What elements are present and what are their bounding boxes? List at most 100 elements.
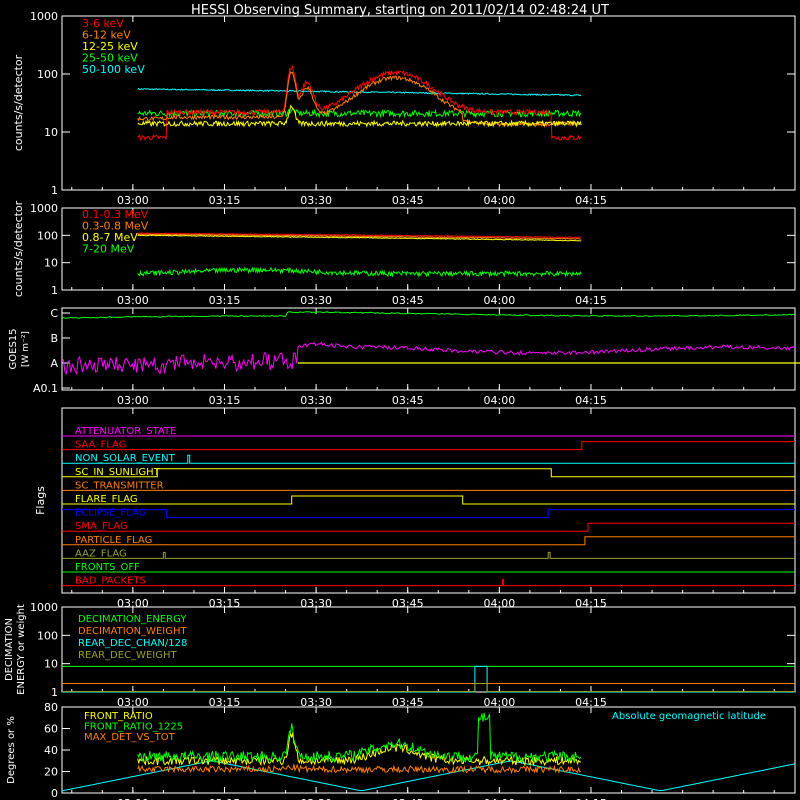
flags-label-8: PARTICLE_FLAG	[75, 535, 152, 546]
ratios-ytick-label: 60	[44, 723, 58, 736]
ratios-xtick-label: 04:00	[484, 797, 516, 800]
ratios-legend-1: FRONT_RATIO_1225	[84, 722, 183, 733]
high-energy-ylabel: counts/s/detector	[12, 200, 25, 297]
high-energy-legend-3: 7-20 MeV	[82, 243, 135, 256]
ratios-legend-2: MAX_DET_VS_TOT	[84, 732, 176, 743]
high-energy-series-3	[137, 266, 582, 279]
flags-label-10: FRONTS_OFF	[75, 562, 140, 573]
ratios-ytick-label: 80	[44, 701, 58, 714]
lightcurves-xtick-label: 03:45	[392, 194, 424, 207]
goes-xtick-label: 03:15	[209, 394, 241, 407]
high-energy-series-1	[137, 233, 582, 240]
ratios-xtick-label: 04:15	[575, 797, 607, 800]
high-energy-series-0	[137, 232, 582, 239]
high-energy-legend-0: 0.1-0.3 MeV	[82, 208, 149, 221]
high-energy-xtick-label: 04:00	[484, 294, 516, 307]
lightcurves-series-12-25	[137, 104, 582, 128]
goes-xtick-label: 04:15	[575, 394, 607, 407]
goes-series-long	[61, 311, 796, 319]
decimation-ytick-label: 1000	[30, 601, 58, 614]
goes-ylabel2: [W m⁻²]	[21, 331, 31, 367]
flags-series-11	[62, 579, 795, 587]
high-energy-ytick-label: 1	[51, 284, 58, 297]
lightcurves-legend-0: 3-6 keV	[82, 17, 124, 30]
high-energy-legend-2: 0.8-7 MeV	[82, 231, 138, 244]
goes-xtick-label: 03:30	[300, 394, 332, 407]
flags-series-6	[62, 509, 795, 519]
flags-series-9	[62, 551, 795, 559]
decimation-ylabel2: ENERGY or weight	[16, 604, 27, 695]
lightcurves-xtick-label: 03:30	[300, 194, 332, 207]
lightcurves-legend-1: 6-12 keV	[82, 29, 131, 42]
decimation-series-rear-weight	[62, 683, 795, 692]
goes-ytick-label: C	[50, 307, 58, 320]
decimation-legend-0: DECIMATION_ENERGY	[78, 614, 187, 625]
flags-label-6: ECLIPSE_FLAG	[75, 508, 146, 519]
lightcurves-ytick-label: 1000	[30, 10, 58, 23]
flags-series-7	[62, 522, 795, 532]
flags-frame	[61, 407, 796, 594]
decimation-xtick-label: 03:30	[300, 696, 332, 709]
goes-frame	[61, 307, 796, 391]
ratios-ylabel: Degrees or %	[6, 716, 17, 784]
goes-xtick-label: 04:00	[484, 394, 516, 407]
goes-ytick-label: A0.1	[33, 382, 58, 395]
goes-xtick-label: 03:45	[392, 394, 424, 407]
goes-xtick-label: 03:00	[117, 394, 149, 407]
ratios-series-latitude	[61, 760, 796, 792]
ratios-series-front-1225	[137, 712, 582, 764]
high-energy-xtick-label: 03:00	[117, 294, 149, 307]
high-energy-xtick-label: 03:30	[300, 294, 332, 307]
decimation-xtick-label: 04:15	[575, 696, 607, 709]
lightcurves-ytick-label: 1	[51, 184, 58, 197]
lightcurves-legend-4: 50-100 keV	[82, 63, 145, 76]
lightcurves-ytick-label: 10	[44, 126, 58, 139]
decimation-ytick-label: 10	[44, 658, 58, 671]
ratios-legend-0: FRONT_RATIO	[84, 711, 153, 722]
flags-label-7: SMA_FLAG	[75, 521, 128, 532]
flags-label-5: FLARE_FLAG	[75, 494, 138, 505]
lightcurves-xtick-label: 03:15	[209, 194, 241, 207]
lightcurves-ylabel: counts/s/detector	[12, 54, 25, 151]
decimation-legend-3: REAR_DEC_WEIGHT	[78, 650, 177, 661]
goes-series-short	[61, 341, 796, 376]
decimation-ytick-label: 1	[51, 686, 58, 699]
goes-ytick-label: B	[50, 332, 58, 345]
ratios-ytick-label: 40	[44, 744, 58, 757]
decimation-ylabel: DECIMATION	[4, 618, 15, 681]
decimation-legend-1: DECIMATION_WEIGHT	[78, 626, 187, 637]
lightcurves-ytick-label: 100	[37, 68, 58, 81]
ratios-xtick-label: 03:30	[300, 797, 332, 800]
flags-ylabel: Flags	[34, 486, 47, 515]
flags-series-1	[62, 441, 795, 451]
flags-label-2: NON_SOLAR_EVENT	[75, 453, 176, 464]
lightcurves-legend-3: 25-50 keV	[82, 52, 138, 65]
decimation-ytick-label: 100	[37, 629, 58, 642]
lightcurves-series-6-12	[137, 70, 582, 129]
flags-series-2	[62, 454, 795, 464]
high-energy-xtick-label: 04:15	[575, 294, 607, 307]
ratios-series-maxdet	[137, 763, 582, 775]
decimation-xtick-label: 03:00	[117, 696, 149, 709]
goes-ylabel: GOES15	[8, 328, 19, 369]
decimation-xtick-label: 03:45	[392, 696, 424, 709]
goes-ytick-label: A	[50, 357, 58, 370]
flags-series-3	[62, 468, 795, 478]
ratios-ytick-label: 0	[51, 787, 58, 800]
lightcurves-legend-2: 12-25 keV	[82, 40, 138, 53]
lightcurves-frame	[61, 15, 796, 191]
chart-title: HESSI Observing Summary, starting on 201…	[191, 3, 609, 18]
lightcurves-xtick-label: 04:00	[484, 194, 516, 207]
flags-label-11: BAD_PACKETS	[75, 576, 146, 587]
high-energy-xtick-label: 03:15	[209, 294, 241, 307]
high-energy-series-2	[137, 234, 582, 242]
ratios-annotation: Absolute geomagnetic latitude	[612, 711, 766, 722]
lightcurves-series-3-6	[137, 64, 582, 141]
flags-label-9: AAZ_FLAG	[75, 548, 127, 559]
high-energy-legend-1: 0.3-0.8 MeV	[82, 220, 149, 233]
flags-label-1: SAA_FLAG	[75, 440, 126, 451]
decimation-legend-2: REAR_DEC_CHAN/128	[78, 638, 187, 649]
high-energy-ytick-label: 100	[37, 229, 58, 242]
flags-label-4: SC_TRANSMITTER	[75, 480, 164, 491]
